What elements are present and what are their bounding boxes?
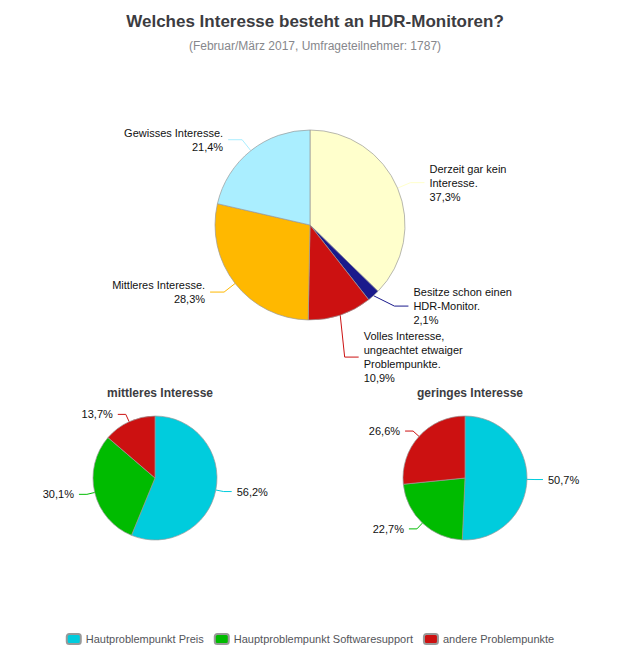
- svg-text:Volles Interesse,: Volles Interesse,: [364, 330, 445, 342]
- svg-text:56,2%: 56,2%: [237, 486, 268, 498]
- svg-text:50,7%: 50,7%: [548, 474, 579, 486]
- svg-text:Derzeit gar kein: Derzeit gar kein: [429, 163, 506, 175]
- svg-text:andere Problempunkte: andere Problempunkte: [443, 633, 554, 645]
- svg-text:37,3%: 37,3%: [429, 191, 460, 203]
- svg-text:Problempunkte.: Problempunkte.: [364, 358, 441, 370]
- svg-text:10,9%: 10,9%: [364, 372, 395, 384]
- svg-text:26,6%: 26,6%: [369, 425, 400, 437]
- svg-text:Gewisses Interesse.: Gewisses Interesse.: [124, 127, 223, 139]
- svg-text:2,1%: 2,1%: [413, 314, 438, 326]
- svg-text:22,7%: 22,7%: [373, 523, 404, 535]
- svg-text:13,7%: 13,7%: [82, 408, 113, 420]
- svg-text:Interesse.: Interesse.: [429, 177, 477, 189]
- svg-text:Besitze schon einen: Besitze schon einen: [413, 286, 511, 298]
- svg-text:28,3%: 28,3%: [174, 293, 205, 305]
- svg-text:mittleres Interesse: mittleres Interesse: [107, 386, 213, 400]
- svg-text:geringes Interesse: geringes Interesse: [417, 386, 523, 400]
- svg-text:21,4%: 21,4%: [192, 141, 223, 153]
- svg-text:Welches Interesse besteht an H: Welches Interesse besteht an HDR-Monitor…: [126, 12, 504, 31]
- svg-text:ungeachtet etwaiger: ungeachtet etwaiger: [364, 344, 463, 356]
- svg-text:Hautproblempunkt Preis: Hautproblempunkt Preis: [86, 633, 205, 645]
- svg-text:HDR-Monitor.: HDR-Monitor.: [413, 300, 480, 312]
- svg-text:30,1%: 30,1%: [43, 488, 74, 500]
- svg-text:(Februar/März 2017, Umfragetei: (Februar/März 2017, Umfrageteilnehmer: 1…: [189, 39, 441, 53]
- svg-text:Mittleres Interesse.: Mittleres Interesse.: [112, 279, 205, 291]
- svg-text:Hauptproblempunkt Softwaresupp: Hauptproblempunkt Softwaresupport: [234, 633, 413, 645]
